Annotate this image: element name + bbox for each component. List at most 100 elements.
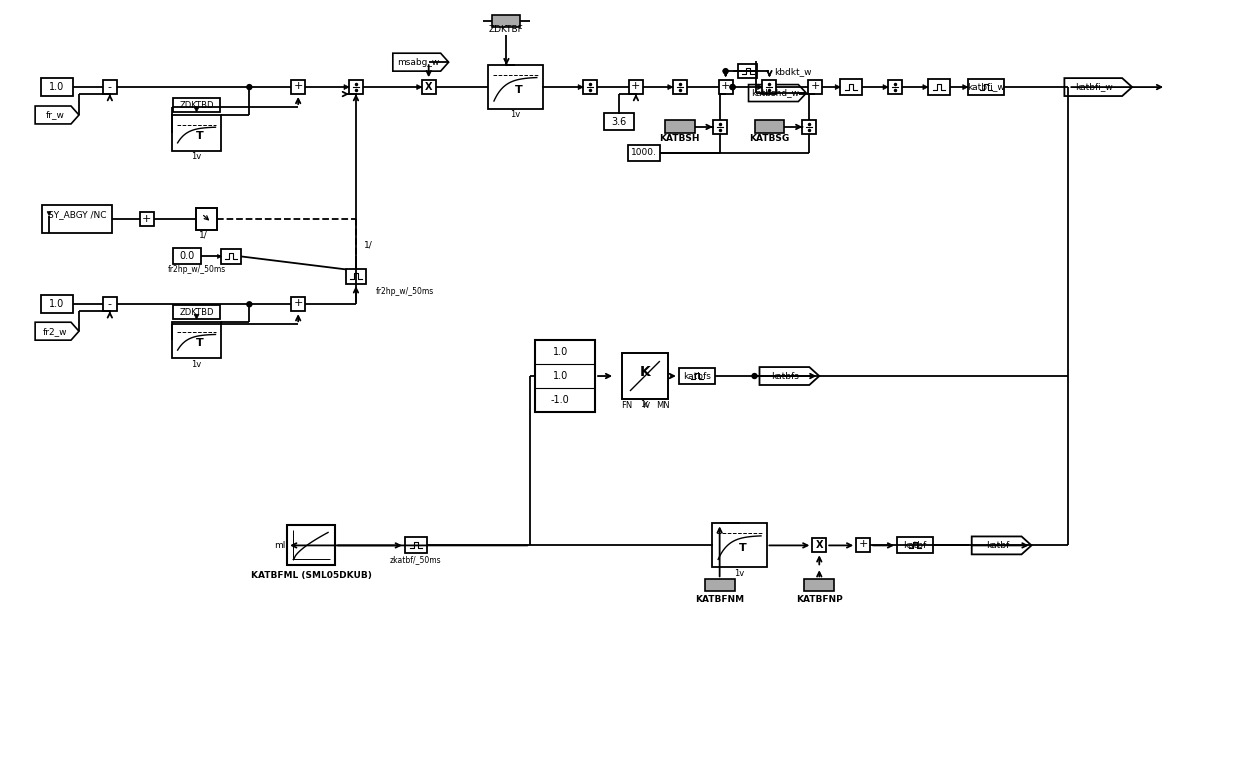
Bar bbox=[841, 79, 862, 95]
Text: ZDKTBF: ZDKTBF bbox=[489, 25, 523, 34]
Bar bbox=[288, 525, 335, 565]
Bar bbox=[713, 120, 727, 134]
Bar bbox=[103, 80, 117, 94]
Bar bbox=[802, 120, 816, 134]
Circle shape bbox=[247, 84, 252, 90]
Polygon shape bbox=[836, 84, 841, 90]
Bar bbox=[492, 15, 521, 28]
Text: +: + bbox=[811, 81, 820, 91]
Bar bbox=[222, 249, 242, 264]
Text: X: X bbox=[425, 82, 433, 92]
Text: +: + bbox=[294, 81, 303, 91]
Text: 1v: 1v bbox=[734, 569, 745, 578]
Circle shape bbox=[751, 374, 756, 378]
Text: 1v: 1v bbox=[640, 401, 650, 409]
Circle shape bbox=[723, 69, 728, 74]
Polygon shape bbox=[343, 84, 348, 90]
Bar bbox=[404, 538, 427, 553]
Text: K: K bbox=[640, 365, 650, 379]
Text: 1v: 1v bbox=[510, 110, 521, 119]
Text: fr2hp_w/_50ms: fr2hp_w/_50ms bbox=[167, 265, 226, 274]
Text: 1.0: 1.0 bbox=[553, 347, 568, 357]
Text: katbfi_w: katbfi_w bbox=[1075, 83, 1114, 92]
Text: +: + bbox=[294, 298, 303, 308]
Bar bbox=[805, 579, 835, 591]
Polygon shape bbox=[883, 84, 888, 90]
Bar bbox=[808, 80, 822, 94]
Bar bbox=[763, 80, 776, 94]
Circle shape bbox=[730, 84, 735, 90]
Bar bbox=[678, 368, 714, 384]
Bar bbox=[41, 78, 73, 96]
Polygon shape bbox=[758, 84, 763, 90]
Text: zkatbf/_50ms: zkatbf/_50ms bbox=[389, 555, 441, 564]
Circle shape bbox=[247, 302, 252, 306]
Text: fr_w: fr_w bbox=[46, 110, 64, 119]
Text: 3.6: 3.6 bbox=[611, 117, 626, 127]
Bar bbox=[719, 80, 733, 94]
Text: +: + bbox=[143, 214, 151, 224]
Text: T: T bbox=[739, 543, 746, 553]
Bar bbox=[712, 523, 768, 568]
Bar bbox=[856, 538, 870, 552]
Circle shape bbox=[1066, 84, 1071, 90]
Text: +: + bbox=[631, 81, 641, 91]
Bar bbox=[622, 353, 668, 399]
Bar bbox=[348, 80, 363, 94]
Text: 1/: 1/ bbox=[200, 230, 208, 239]
Bar bbox=[171, 115, 222, 151]
Text: kbdkt_w: kbdkt_w bbox=[775, 67, 812, 76]
Text: 1/: 1/ bbox=[363, 240, 372, 249]
Bar bbox=[536, 340, 595, 412]
Bar bbox=[172, 306, 221, 319]
Bar bbox=[196, 208, 217, 230]
Text: -: - bbox=[108, 300, 112, 309]
Bar bbox=[604, 113, 634, 130]
Polygon shape bbox=[923, 84, 928, 90]
Bar bbox=[42, 205, 112, 233]
Bar bbox=[103, 297, 117, 311]
Bar bbox=[422, 80, 435, 94]
Text: katbfs: katbfs bbox=[771, 372, 800, 381]
Bar bbox=[43, 205, 55, 215]
Polygon shape bbox=[217, 254, 222, 258]
Text: 1.0: 1.0 bbox=[50, 82, 64, 92]
Circle shape bbox=[730, 84, 735, 90]
Bar bbox=[172, 248, 201, 264]
Polygon shape bbox=[35, 106, 79, 124]
Text: fr2hp_w/_50ms: fr2hp_w/_50ms bbox=[376, 286, 434, 296]
Polygon shape bbox=[668, 84, 673, 90]
Polygon shape bbox=[47, 211, 51, 215]
Text: T: T bbox=[196, 131, 203, 141]
Bar bbox=[171, 322, 222, 358]
Bar bbox=[673, 80, 687, 94]
Bar bbox=[665, 120, 694, 133]
Bar bbox=[346, 269, 366, 284]
Bar bbox=[489, 65, 543, 109]
Text: 1000.: 1000. bbox=[631, 149, 657, 157]
Polygon shape bbox=[35, 322, 79, 340]
Bar bbox=[812, 538, 826, 552]
Bar bbox=[172, 98, 221, 112]
Text: X: X bbox=[816, 540, 823, 551]
Text: KATBFNM: KATBFNM bbox=[696, 594, 744, 604]
Text: T: T bbox=[515, 85, 522, 95]
Text: -: - bbox=[108, 82, 112, 92]
Bar bbox=[627, 145, 660, 161]
Text: fr2_w: fr2_w bbox=[43, 326, 67, 336]
Text: KATBFNP: KATBFNP bbox=[796, 594, 843, 604]
Text: 1.0: 1.0 bbox=[553, 371, 568, 381]
Bar bbox=[704, 579, 734, 591]
Bar bbox=[583, 80, 598, 94]
Polygon shape bbox=[1064, 78, 1132, 96]
Text: ZDKTBD: ZDKTBD bbox=[180, 308, 213, 317]
Text: 1v: 1v bbox=[191, 152, 202, 162]
Polygon shape bbox=[972, 536, 1032, 555]
Text: -1.0: -1.0 bbox=[551, 395, 569, 405]
Bar bbox=[41, 296, 73, 313]
Polygon shape bbox=[193, 314, 200, 319]
Text: FN: FN bbox=[621, 401, 632, 411]
Polygon shape bbox=[417, 84, 422, 90]
Text: katbshd_w: katbshd_w bbox=[751, 89, 800, 97]
Text: KATBFML (SML05DKUB): KATBFML (SML05DKUB) bbox=[250, 571, 372, 580]
